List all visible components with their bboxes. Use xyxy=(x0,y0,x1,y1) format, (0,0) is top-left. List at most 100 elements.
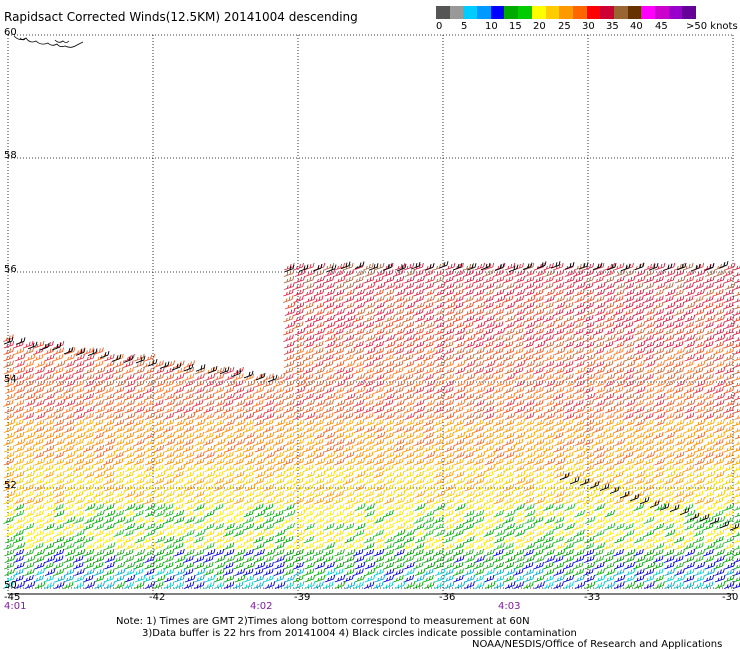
wind-barb xyxy=(333,288,345,297)
wind-barb xyxy=(604,334,616,342)
wind-barb xyxy=(553,470,565,479)
wind-barb xyxy=(514,503,525,511)
wind-barb xyxy=(324,542,335,550)
wind-barb xyxy=(533,321,544,329)
wind-barb xyxy=(283,379,295,388)
wind-barb xyxy=(414,503,426,511)
wind-barb xyxy=(514,464,525,472)
wind-barb xyxy=(384,542,395,550)
wind-barb xyxy=(344,438,356,446)
wind-barb xyxy=(723,301,734,310)
wind-barb xyxy=(373,288,384,297)
wind-barb xyxy=(513,522,524,531)
wind-barb xyxy=(584,555,595,563)
wind-barb xyxy=(393,366,404,375)
wind-barb xyxy=(313,418,325,427)
wind-barb xyxy=(13,496,24,505)
wind-barb xyxy=(324,269,336,277)
wind-barb xyxy=(504,399,515,407)
wind-barb xyxy=(473,490,484,498)
wind-barb xyxy=(254,392,266,401)
wind-barb xyxy=(113,555,124,563)
wind-barb xyxy=(53,451,65,459)
wind-barb xyxy=(433,347,444,355)
wind-barb xyxy=(4,548,15,557)
note-line-1: Note: 1) Times are GMT 2)Times along bot… xyxy=(116,616,530,627)
wind-barb xyxy=(683,477,695,485)
wind-barb xyxy=(74,529,85,537)
wind-barb xyxy=(553,308,564,316)
wind-barb xyxy=(234,503,245,511)
wind-barb xyxy=(52,555,64,563)
wind-barb xyxy=(333,568,344,576)
wind-barb xyxy=(543,340,555,349)
wind-barb xyxy=(93,529,105,537)
wind-barb xyxy=(602,360,614,368)
wind-barb xyxy=(282,457,294,466)
wind-barb xyxy=(454,451,465,459)
wind-barb xyxy=(514,470,526,479)
wind-barb xyxy=(653,542,665,550)
wind-barb xyxy=(124,412,136,420)
wind-barb xyxy=(563,529,574,537)
wind-barb xyxy=(544,412,556,420)
wind-barb xyxy=(582,470,594,479)
wind-barb xyxy=(503,386,514,394)
wind-barb xyxy=(663,405,674,414)
wind-barb xyxy=(312,295,324,303)
wind-barb xyxy=(384,451,395,459)
wind-barb xyxy=(603,438,615,446)
wind-barb xyxy=(213,470,224,479)
wind-barb xyxy=(334,464,345,472)
wind-barb xyxy=(543,581,554,589)
wind-barb xyxy=(483,308,494,316)
wind-barb xyxy=(414,568,426,576)
wind-barb xyxy=(414,405,425,414)
wind-barb xyxy=(594,295,605,303)
wind-barb xyxy=(333,418,345,427)
wind-barb xyxy=(163,555,175,563)
wind-barb xyxy=(704,542,716,550)
wind-barb xyxy=(324,340,336,349)
wind-barb xyxy=(264,412,275,420)
wind-barb xyxy=(203,568,214,576)
wind-barb xyxy=(533,399,544,407)
wind-barb xyxy=(443,269,455,277)
wind-barb xyxy=(193,548,205,557)
wind-barb xyxy=(223,490,235,498)
wind-barb xyxy=(33,529,45,537)
wind-barb xyxy=(64,399,76,407)
wind-barb xyxy=(344,529,356,537)
wind-barb xyxy=(93,503,105,511)
wind-barb xyxy=(713,542,724,550)
wind-barb xyxy=(493,282,504,290)
wind-barb xyxy=(693,347,705,355)
wind-barb xyxy=(293,347,305,355)
wind-barb xyxy=(654,405,665,414)
wind-barb xyxy=(204,483,216,492)
wind-barb xyxy=(723,353,735,362)
wind-barb xyxy=(404,490,415,498)
wind-barb xyxy=(714,366,726,375)
wind-barb xyxy=(394,529,406,537)
wind-barb xyxy=(434,308,445,316)
wind-barb xyxy=(434,321,445,329)
wind-barb xyxy=(304,490,315,498)
wind-barb xyxy=(253,555,265,563)
wind-barb xyxy=(514,314,525,323)
wind-barb xyxy=(483,301,494,310)
wind-barb xyxy=(384,301,395,310)
contaminated-wind-barb xyxy=(195,364,206,372)
wind-barb xyxy=(373,503,385,511)
contaminated-wind-barb xyxy=(284,264,295,273)
wind-barb xyxy=(383,353,394,362)
wind-barb xyxy=(384,555,396,563)
wind-barb xyxy=(214,366,225,375)
wind-barb xyxy=(614,340,625,349)
wind-barb xyxy=(733,265,740,271)
wind-barb xyxy=(303,496,315,505)
wind-barb xyxy=(93,412,105,420)
wind-barb xyxy=(183,373,195,381)
wind-barb xyxy=(342,444,354,453)
wind-barb xyxy=(623,516,635,524)
